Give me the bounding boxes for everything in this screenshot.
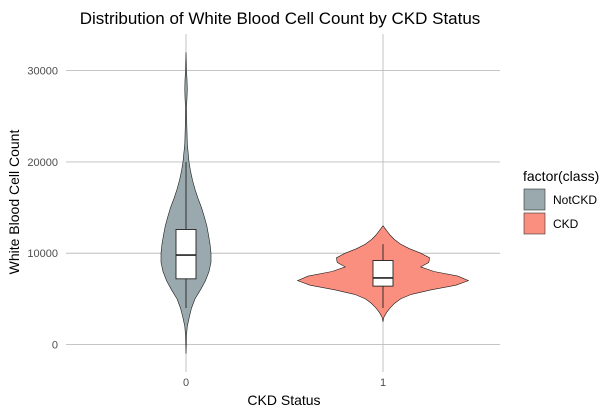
violins	[160, 52, 470, 354]
legend: factor(class) NotCKD CKD	[523, 168, 599, 235]
x-axis-title: CKD Status	[247, 392, 320, 408]
legend-label-ckd: CKD	[553, 217, 579, 231]
legend-key-notckd	[523, 188, 546, 211]
legend-key-ckd	[523, 212, 546, 235]
y-axis-title: White Blood Cell Count	[6, 130, 22, 275]
legend-title: factor(class)	[523, 168, 599, 184]
legend-label-notckd: NotCKD	[553, 193, 597, 207]
boxplots	[175, 161, 394, 309]
box-iqr	[175, 229, 197, 280]
y-tick-label: 10000	[27, 248, 58, 260]
x-tick-label: 1	[380, 377, 386, 389]
y-tick-label: 30000	[27, 66, 58, 78]
x-tick-label: 0	[183, 377, 189, 389]
box-iqr	[372, 260, 394, 287]
y-tick-label: 0	[52, 340, 58, 352]
grid-lines	[66, 34, 500, 372]
chart-title: Distribution of White Blood Cell Count b…	[80, 9, 481, 28]
y-tick-label: 20000	[27, 157, 58, 169]
y-axis-ticks: 0 10000 20000 30000	[27, 66, 58, 352]
